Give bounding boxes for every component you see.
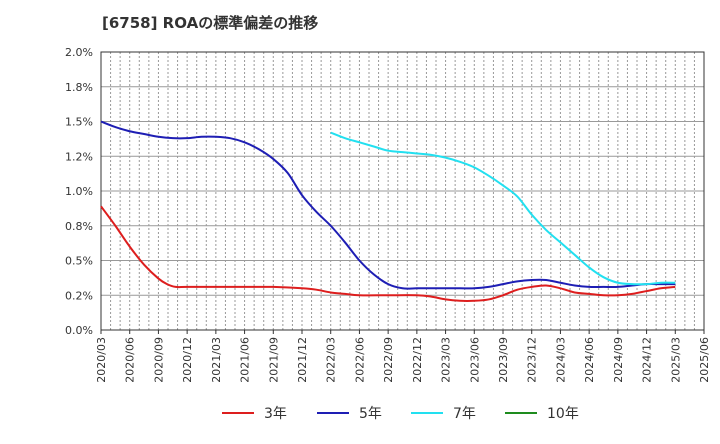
series-line-0 bbox=[100, 205, 676, 302]
y-tick-label: 2.0% bbox=[65, 46, 93, 59]
axis-layer: 0.0% 0.2% 0.5% 0.8% 1.0% 1.2% 1.5% 1.8% 2.0% 2020… bbox=[65, 46, 711, 383]
y-tick-label: 0.0% bbox=[65, 324, 93, 337]
x-tick-label: 2020/09 bbox=[152, 337, 165, 383]
x-tick-label: 2024/12 bbox=[641, 337, 654, 383]
x-tick-label: 2021/03 bbox=[210, 337, 223, 383]
series-line-2 bbox=[330, 131, 676, 286]
x-tick-label: 2022/12 bbox=[411, 337, 424, 383]
legend-label-0: 3年 bbox=[264, 406, 287, 422]
legend-label-1: 5年 bbox=[359, 406, 382, 422]
plot-frame bbox=[100, 51, 705, 331]
y-tick-label: 1.0% bbox=[65, 185, 93, 198]
y-tick-label: 1.8% bbox=[65, 81, 93, 94]
x-tick-label: 2024/09 bbox=[612, 337, 625, 383]
x-tick-label: 2021/06 bbox=[239, 337, 252, 383]
legend-label-3: 10年 bbox=[547, 406, 579, 422]
y-tick-label: 0.5% bbox=[65, 255, 93, 268]
y-tick-label: 1.5% bbox=[65, 116, 93, 129]
x-tick-label: 2022/06 bbox=[353, 337, 366, 383]
y-tick-label: 1.2% bbox=[65, 150, 93, 163]
legend-layer: 3年 5年 7年 10年 bbox=[222, 406, 579, 422]
x-tick-label: 2023/12 bbox=[526, 337, 539, 383]
series-line-1 bbox=[100, 120, 676, 290]
x-tick-label: 2023/03 bbox=[440, 337, 453, 383]
x-tick-label: 2024/06 bbox=[583, 337, 596, 383]
x-tick-label: 2020/03 bbox=[95, 337, 108, 383]
x-tick-label: 2023/09 bbox=[497, 337, 510, 383]
x-tick-label: 2022/03 bbox=[325, 337, 338, 383]
x-tick-label: 2025/03 bbox=[669, 337, 682, 383]
chart-title: [6758] ROAの標準偏差の推移 bbox=[102, 14, 319, 32]
y-tick-label: 0.2% bbox=[65, 289, 93, 302]
y-tick-label: 0.8% bbox=[65, 220, 93, 233]
x-tick-label: 2022/09 bbox=[382, 337, 395, 383]
x-tick-label: 2021/12 bbox=[296, 337, 309, 383]
x-tick-label: 2023/06 bbox=[468, 337, 481, 383]
x-tick-label: 2025/06 bbox=[698, 337, 711, 383]
legend-label-2: 7年 bbox=[453, 406, 476, 422]
grid-layer bbox=[101, 52, 704, 330]
series-layer bbox=[100, 120, 676, 302]
x-tick-label: 2020/06 bbox=[124, 337, 137, 383]
x-tick-label: 2020/12 bbox=[181, 337, 194, 383]
x-tick-label: 2021/09 bbox=[267, 337, 280, 383]
x-tick-label: 2024/03 bbox=[554, 337, 567, 383]
